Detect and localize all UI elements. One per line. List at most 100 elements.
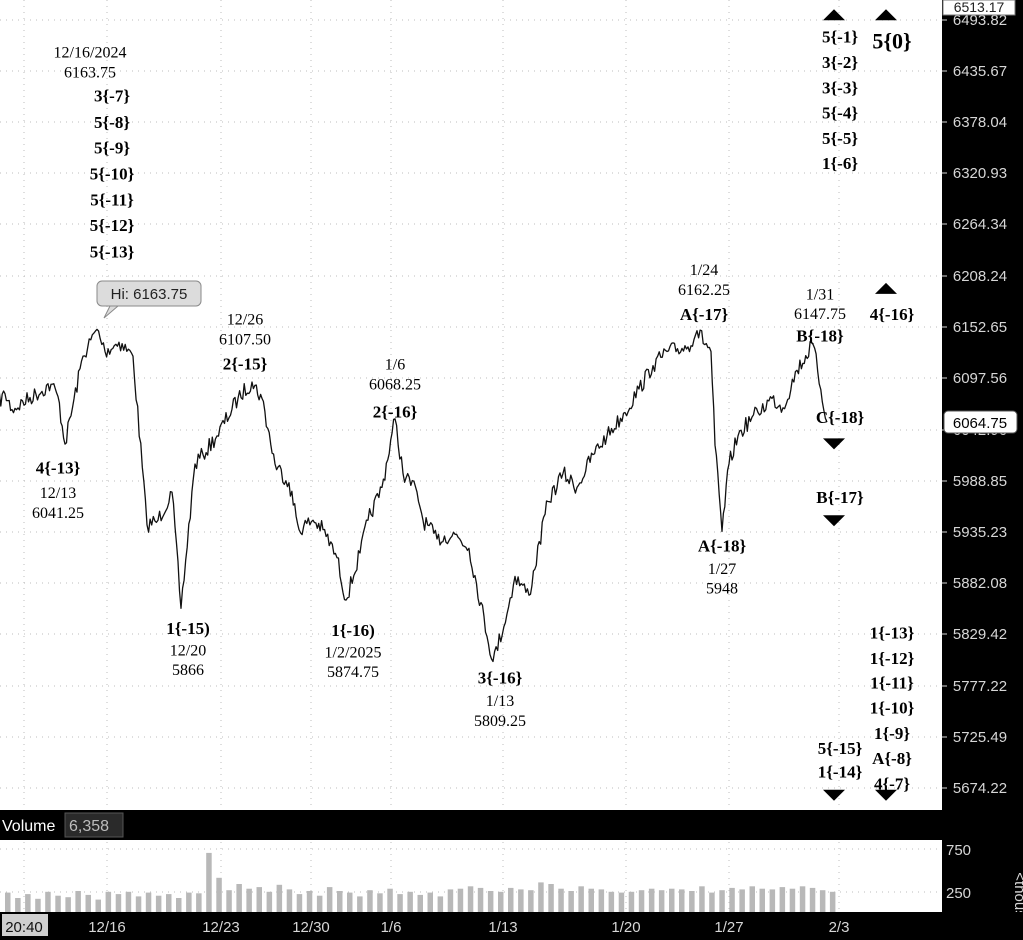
volume-value-box bbox=[64, 812, 124, 838]
volume-bar bbox=[357, 896, 363, 912]
volume-bar bbox=[578, 886, 584, 912]
volume-bar bbox=[548, 884, 554, 912]
y-tick-label: 6097.56 bbox=[953, 370, 1007, 387]
volume-axis-panel bbox=[942, 842, 1023, 914]
y-tick-label: 6320.93 bbox=[953, 165, 1007, 182]
y-axis-top-box bbox=[942, 0, 1016, 16]
wave-date-label: 1/27 bbox=[708, 561, 736, 578]
x-tick-label: 1/6 bbox=[381, 919, 402, 936]
x-tick-label: 1/13 bbox=[488, 919, 517, 936]
volume-bar bbox=[799, 886, 806, 912]
volume-bar bbox=[538, 882, 544, 912]
wave-date-label: 6147.75 bbox=[794, 306, 846, 323]
volume-bar bbox=[487, 891, 494, 912]
wave-date-label: 6041.25 bbox=[32, 505, 84, 522]
volume-bar bbox=[648, 888, 655, 912]
wave-label: 3{-2} bbox=[822, 53, 858, 72]
wave-date-label: 1/24 bbox=[690, 262, 718, 279]
volume-bar bbox=[186, 892, 192, 912]
volume-bar bbox=[568, 891, 574, 912]
volume-bar bbox=[558, 888, 564, 912]
down-triangle-marker bbox=[823, 789, 845, 801]
volume-bar bbox=[749, 886, 755, 912]
wave-label: A{-17} bbox=[680, 305, 729, 324]
volume-bar bbox=[689, 891, 695, 912]
volume-axis: 750 250 bbox=[946, 842, 971, 902]
volume-bar bbox=[15, 898, 21, 912]
wave-label: 3{-3} bbox=[822, 78, 858, 97]
volume-bar bbox=[809, 887, 816, 912]
wave-date-label: 6163.75 bbox=[64, 64, 116, 81]
wave-label: 5{-9} bbox=[94, 138, 130, 157]
y-axis: 6493.82 6435.67 6378.04 6320.93 6264.34 6208.… bbox=[942, 12, 1007, 797]
volume-bar bbox=[598, 889, 605, 912]
x-tick-label: 20:40 bbox=[5, 919, 43, 936]
volume-bar bbox=[347, 892, 353, 912]
y-tick-label: 6378.04 bbox=[953, 114, 1007, 131]
wave-label: 5{-15} bbox=[818, 739, 863, 758]
wave-label: 1{-15) bbox=[166, 619, 210, 638]
x-tick-label: 12/23 bbox=[202, 919, 240, 936]
wave-label: C{-18} bbox=[816, 408, 865, 427]
volume-value: 6,358 bbox=[69, 818, 109, 835]
y-tick-label: 5674.22 bbox=[953, 780, 1007, 797]
wave-label: 4{-13} bbox=[36, 459, 81, 478]
up-triangle-marker bbox=[875, 282, 897, 294]
price-series bbox=[0, 328, 828, 663]
volume-bar bbox=[266, 891, 273, 912]
volume-bar bbox=[628, 891, 635, 912]
hi-callout-pointer bbox=[103, 305, 120, 319]
volume-bar bbox=[55, 895, 61, 912]
x-tick-label: 1/20 bbox=[611, 919, 640, 936]
volume-bar bbox=[447, 889, 454, 912]
volume-bar bbox=[286, 889, 293, 912]
wave-label: 5{-4} bbox=[822, 104, 858, 123]
x-axis-time-box bbox=[2, 914, 48, 936]
y-tick-label: 5829.42 bbox=[953, 626, 1007, 643]
volume-bar bbox=[166, 894, 172, 912]
wave-label: 1{-10} bbox=[870, 699, 915, 718]
wave-label: 3{-7} bbox=[94, 87, 130, 106]
volume-bar bbox=[699, 886, 705, 912]
volume-bar bbox=[35, 898, 41, 912]
wave-label: 3{-16} bbox=[478, 669, 523, 688]
volume-bar bbox=[296, 894, 303, 912]
wave-date-label: 6107.50 bbox=[219, 331, 271, 348]
volume-bar bbox=[518, 889, 524, 912]
wave-date-label: 1/2/2025 bbox=[325, 644, 382, 661]
x-tick-label: 2/3 bbox=[829, 919, 850, 936]
wave-date-label: 12/13 bbox=[40, 485, 76, 502]
wave-date-label: 12/20 bbox=[170, 643, 206, 660]
wave-date-label: 5948 bbox=[706, 581, 738, 598]
volume-bar bbox=[829, 891, 836, 912]
wave-label: 4{-7} bbox=[874, 775, 910, 794]
y-axis-top-label: 6513.17 bbox=[954, 0, 1005, 15]
volume-bar bbox=[397, 894, 403, 912]
price-line bbox=[0, 328, 828, 663]
y-tick-label: 6264.34 bbox=[953, 216, 1007, 233]
wave-label: 1{-6} bbox=[822, 154, 858, 173]
y-tick-label: 5935.23 bbox=[953, 524, 1007, 541]
volume-bar bbox=[739, 889, 745, 912]
volume-bar bbox=[326, 887, 333, 912]
volume-label: Volume bbox=[2, 818, 55, 835]
volume-bar bbox=[276, 884, 283, 912]
y-tick-label: 5725.49 bbox=[953, 729, 1007, 746]
wave-label: 2{-15} bbox=[223, 355, 268, 374]
volume-header-right bbox=[942, 806, 1023, 842]
x-tick-label: 12/30 bbox=[292, 919, 330, 936]
wave-date-label: 5874.75 bbox=[327, 664, 379, 681]
volume-bar bbox=[658, 890, 665, 912]
volume-bar bbox=[508, 887, 514, 912]
volume-bar bbox=[246, 888, 252, 912]
wave-label: 5{-11} bbox=[90, 191, 134, 210]
volume-bar bbox=[95, 899, 101, 912]
volume-bar bbox=[638, 890, 645, 912]
volume-bar bbox=[759, 888, 765, 912]
volume-bar bbox=[528, 890, 534, 912]
wave-markers bbox=[823, 9, 897, 801]
up-triangle-marker bbox=[875, 9, 897, 21]
volume-bar bbox=[105, 891, 112, 912]
volume-bar bbox=[367, 890, 373, 912]
volume-bar bbox=[477, 887, 484, 912]
